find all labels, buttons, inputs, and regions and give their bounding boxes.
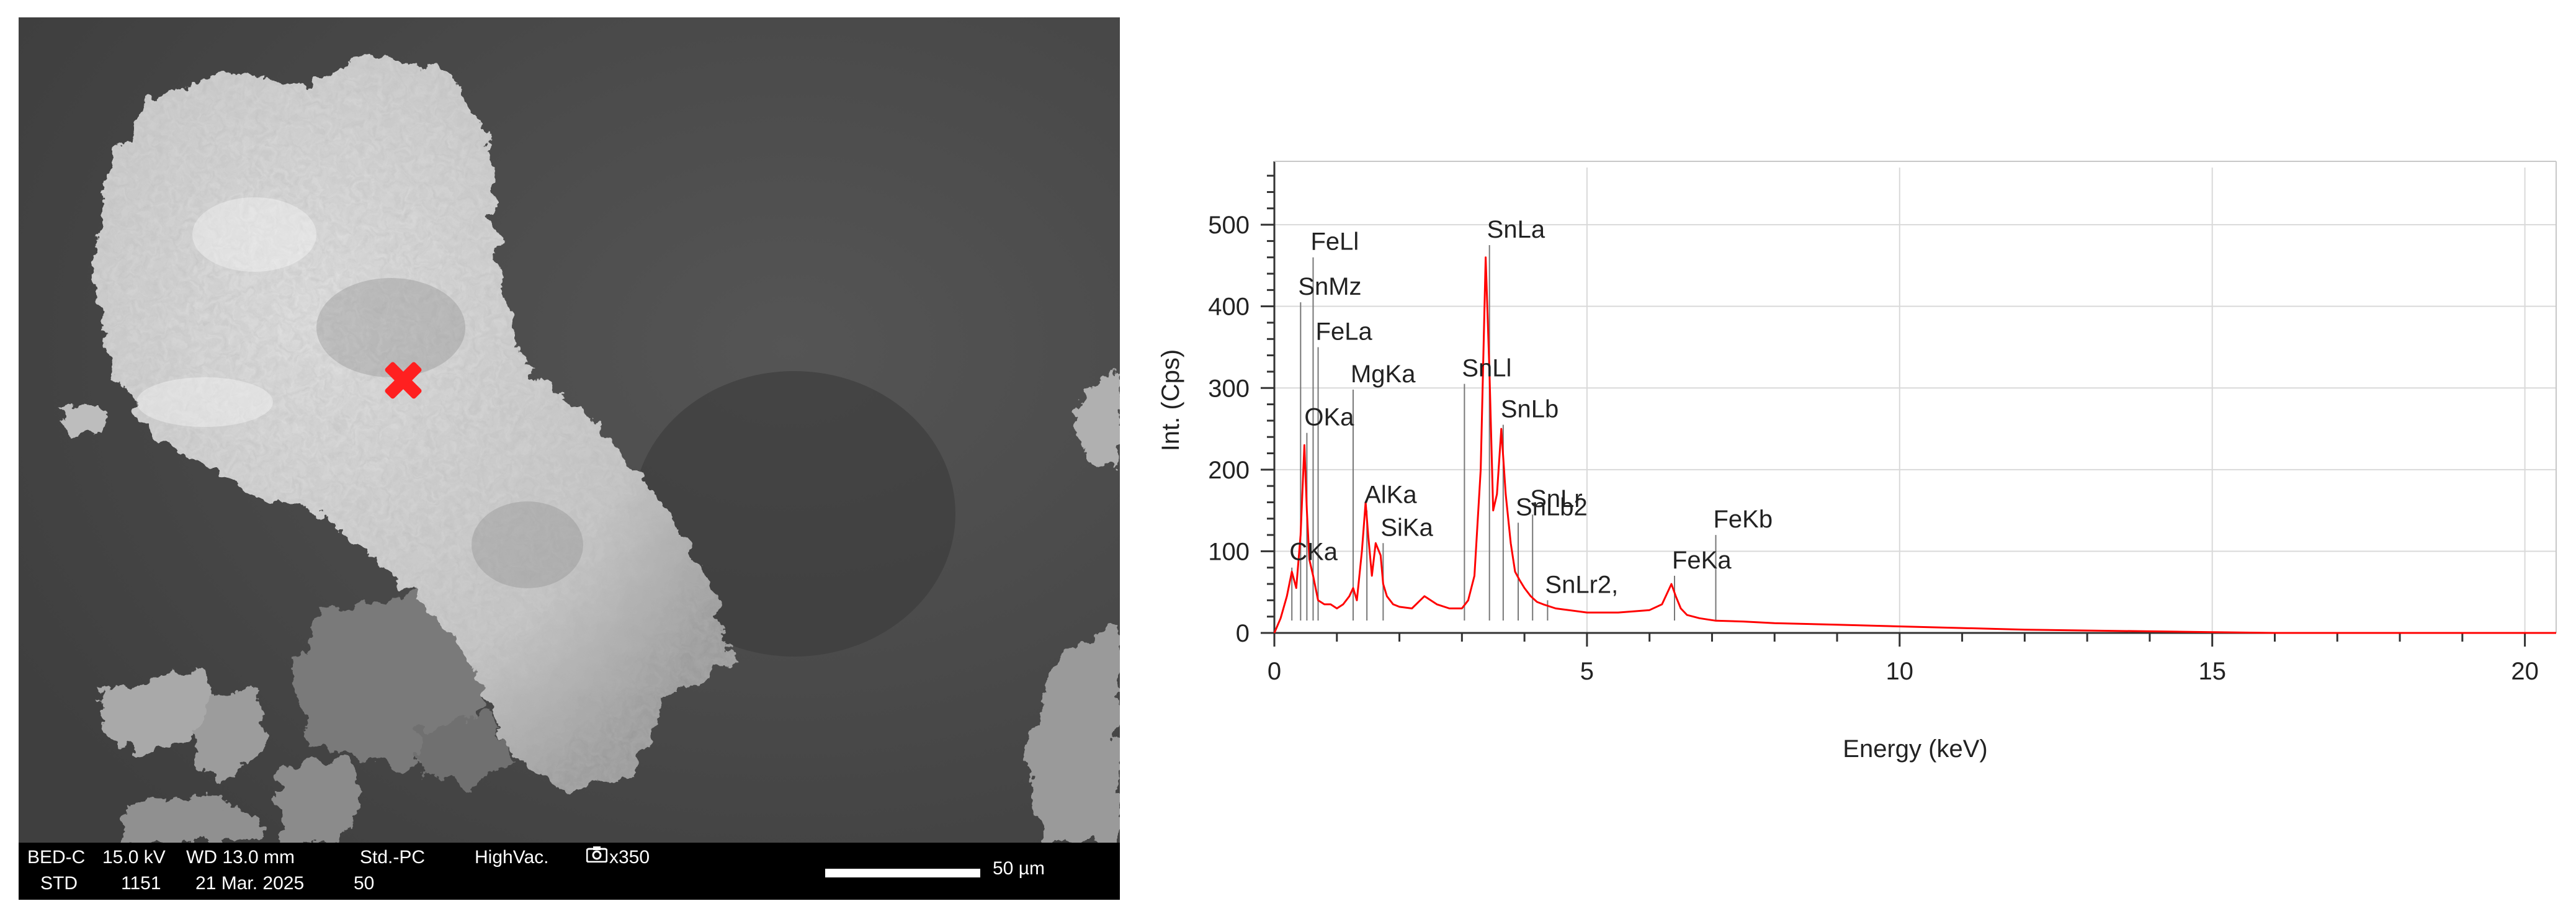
peak-label: AlKa: [1364, 482, 1417, 509]
main-particle: [93, 55, 732, 793]
x-axis-title: Energy (keV): [1843, 735, 1987, 763]
peak-label: CKa: [1289, 539, 1338, 566]
camera-icon: [586, 846, 607, 863]
peak-label: SiKa: [1380, 514, 1433, 541]
y-tick-label: 0: [1236, 620, 1250, 647]
particle-shading: [136, 197, 583, 588]
y-tick-label: 100: [1208, 538, 1250, 565]
date-label: 21 Mar. 2025: [195, 873, 305, 894]
x-tick-label: 20: [2511, 658, 2539, 685]
sem-micrograph-image: [19, 17, 1120, 843]
x-tick-label: 10: [1886, 658, 1914, 685]
peak-label: SnLa: [1487, 216, 1545, 243]
spectrum-line: [1273, 256, 2556, 634]
scale-bar: [825, 869, 980, 877]
peak-marker-lines: [1291, 245, 1717, 621]
peak-label: MgKa: [1351, 361, 1416, 388]
peak-label: FeLa: [1316, 318, 1373, 345]
background-particles: [56, 371, 1120, 843]
x-tick-label: 15: [2198, 658, 2226, 685]
y-tick-label: 300: [1208, 375, 1250, 402]
voltage-label: 15.0 kV: [102, 847, 166, 867]
frame-label: 1151: [121, 873, 161, 894]
count-label: 50: [354, 873, 375, 894]
working-distance-label: WD 13.0 mm: [186, 847, 295, 867]
peak-label: FeLl: [1310, 228, 1359, 256]
peak-label: FeKb: [1714, 506, 1773, 533]
magnification-label: x350: [609, 847, 650, 867]
mode-label: Std.-PC: [360, 847, 426, 867]
std-label: STD: [40, 873, 78, 894]
detector-label: BED-C: [27, 847, 86, 867]
vacuum-label: HighVac.: [475, 847, 549, 867]
y-tick-label: 200: [1208, 457, 1250, 484]
peak-label: OKa: [1304, 404, 1354, 431]
y-tick-label: 500: [1208, 212, 1250, 239]
chart-grid: [1274, 168, 2556, 634]
x-tick-label: 0: [1268, 658, 1281, 685]
peak-label: SnLl: [1462, 355, 1511, 382]
measurement-point-marker: [385, 362, 422, 399]
sem-micrograph-panel: BED-C 15.0 kV WD 13.0 mm Std.-PC HighVac…: [19, 17, 1120, 900]
peak-label: SnLb: [1501, 395, 1559, 423]
scale-bar-label: 50 µm: [993, 858, 1045, 879]
spectrum-series: [1273, 256, 2556, 634]
peak-label: SnLr: [1530, 485, 1583, 513]
sem-info-bar: BED-C 15.0 kV WD 13.0 mm Std.-PC HighVac…: [19, 843, 1120, 900]
y-tick-label: 400: [1208, 294, 1250, 321]
peak-label: SnLb2: [1516, 493, 1588, 521]
y-axis-title: Int. (Cps): [1157, 349, 1184, 451]
x-tick-label: 5: [1580, 658, 1594, 685]
peak-label: FeKa: [1672, 547, 1732, 574]
peak-label: SnMz: [1298, 273, 1361, 300]
peak-label: SnLr2,: [1545, 571, 1618, 598]
peak-labels: FeLl SnMz FeLa MgKa OKa AlKa SiKa CKa SnLa SnLl Sn…: [1289, 216, 1773, 598]
